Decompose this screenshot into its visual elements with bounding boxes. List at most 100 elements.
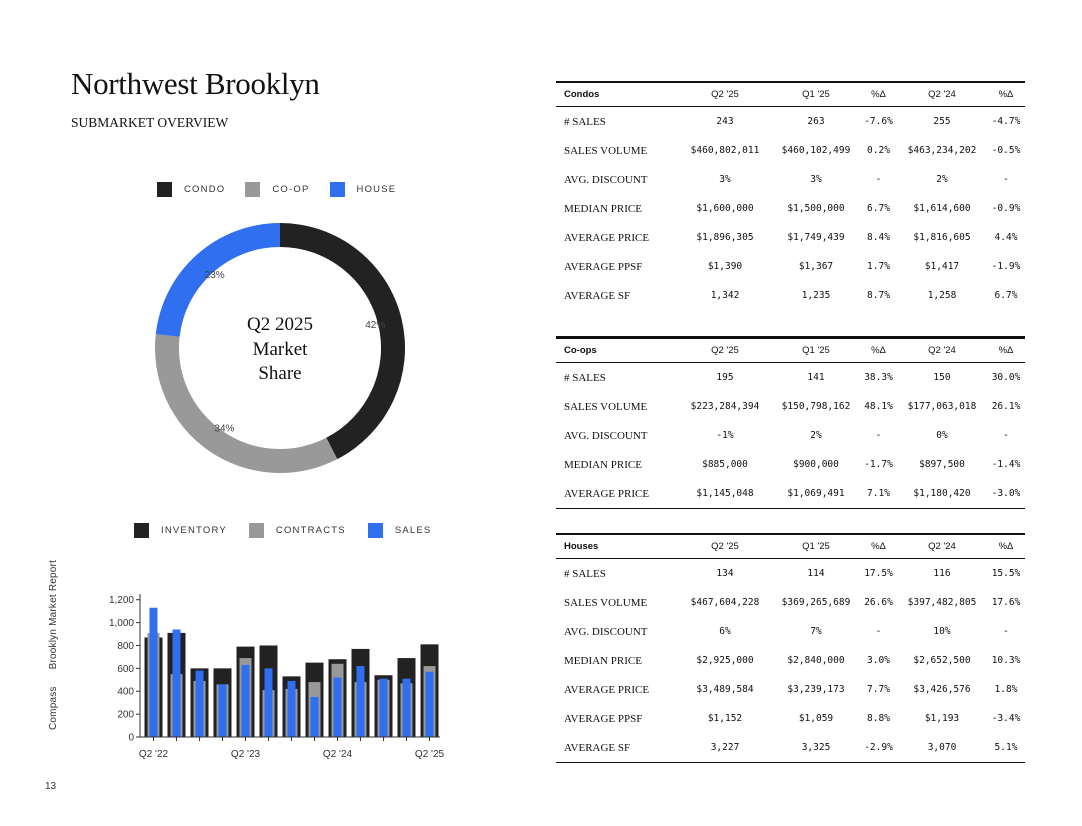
table-cell: $1,417 <box>924 261 960 272</box>
table-cell: 3% <box>810 174 822 185</box>
table-cell: 1,342 <box>710 290 740 301</box>
bar-sales <box>264 668 273 737</box>
bar-sales <box>241 664 250 737</box>
table-row: # SALES 195 141 38.3% 150 30.0% <box>556 363 1025 393</box>
table-cell: $460,802,011 <box>690 145 760 156</box>
table-cell: - <box>1003 430 1009 441</box>
row-label: AVERAGE PRICE <box>556 479 678 509</box>
table-cell: - <box>875 430 882 441</box>
table-cell: 2% <box>936 174 948 185</box>
donut-center-line-1: Q2 2025 <box>247 314 313 335</box>
column-header: Q2 '25 <box>678 533 772 559</box>
table-cell: $3,489,584 <box>696 684 754 695</box>
quarterly-bar-chart: 0 200 400 600 800 1,000 1,200 Q2 '22 Q2 '23 Q2 '… <box>109 594 445 760</box>
table-row: AVERAGE PRICE $1,896,305 $1,749,439 8.4% $1,… <box>556 223 1025 252</box>
table-cell: $397,482,805 <box>907 597 977 608</box>
row-label: # SALES <box>564 567 606 580</box>
legend-inventory: INVENTORY <box>134 523 227 538</box>
row-label: MEDIAN PRICE <box>564 654 642 667</box>
table-cell: 1,235 <box>801 290 831 301</box>
bar-sales <box>425 671 434 737</box>
table-cell: 141 <box>807 372 825 383</box>
y-tick-label: 0 <box>128 733 134 744</box>
column-header: Q2 '24 <box>897 81 987 107</box>
row-label: MEDIAN PRICE <box>564 202 642 215</box>
condo-swatch <box>157 182 172 197</box>
table-cell: $223,284,394 <box>690 401 760 412</box>
table-cell: -1.9% <box>991 261 1021 272</box>
table-cell: $460,102,499 <box>781 145 851 156</box>
legend-sales-label: SALES <box>394 525 432 536</box>
bar-sales <box>356 666 365 737</box>
row-label: SALES VOLUME <box>564 144 648 157</box>
table-cell: 195 <box>716 372 734 383</box>
table-cell: 8.4% <box>867 232 890 243</box>
row-label: AVERAGE SF <box>556 733 678 763</box>
table-cell: $1,390 <box>707 261 743 272</box>
table-cell: 1,258 <box>927 290 957 301</box>
column-header: %Δ <box>987 337 1025 363</box>
table-cell: $3,239,173 <box>787 684 845 695</box>
y-tick-label: 200 <box>117 710 134 721</box>
table-cell: - <box>875 174 882 185</box>
table-row: AVG. DISCOUNT 6% 7% - 10% - <box>556 617 1025 646</box>
donut-percent-label: 42% <box>365 320 385 331</box>
table-cell: 26.1% <box>991 401 1021 412</box>
legend-coop: CO-OP <box>245 182 309 197</box>
report-name: Brooklyn Market Report <box>48 559 59 670</box>
table-cell: 5.1% <box>987 733 1025 763</box>
side-report-label: Compass Brooklyn Market Report <box>48 546 59 730</box>
column-header: Q2 '25 <box>678 81 772 107</box>
table-cell: 0% <box>936 430 948 441</box>
table-row: AVERAGE SF 3,227 3,325 -2.9% 3,070 5.1% <box>556 733 1025 763</box>
table-cell: 15.5% <box>991 568 1021 579</box>
table-cell: $2,840,000 <box>787 655 845 666</box>
row-label: # SALES <box>564 371 606 384</box>
table-cell: $885,000 <box>702 459 748 470</box>
table-cell: -7.6% <box>864 116 893 127</box>
condos-table: Condos Q2 '25 Q1 '25 %Δ Q2 '24 %Δ # SALE… <box>556 81 1025 337</box>
legend-sales: SALES <box>367 523 432 538</box>
column-header: Q1 '25 <box>772 533 860 559</box>
table-cell: $1,193 <box>924 713 960 724</box>
donut-slice-condo <box>280 223 406 460</box>
table-header-row: Houses Q2 '25 Q1 '25 %Δ Q2 '24 %Δ <box>556 533 1025 559</box>
contracts-swatch <box>248 523 264 538</box>
donut-percent-label: 34% <box>214 424 234 435</box>
table-cell: -3.0% <box>987 479 1025 509</box>
y-tick-label: 1,000 <box>109 618 134 629</box>
column-header: %Δ <box>860 81 897 107</box>
table-row: SALES VOLUME $467,604,228 $369,265,689 26.6… <box>556 588 1025 617</box>
table-cell: $3,426,576 <box>913 684 971 695</box>
x-tick-label: Q2 '22 <box>139 749 169 760</box>
legend-house: HOUSE <box>329 182 397 197</box>
table-group-name: Co-ops <box>556 337 678 363</box>
table-cell: 10% <box>933 626 951 637</box>
table-row: AVERAGE PPSF $1,390 $1,367 1.7% $1,417 -1.9% <box>556 252 1025 281</box>
legend-contracts: CONTRACTS <box>248 523 346 538</box>
column-header: %Δ <box>987 81 1025 107</box>
bar-legend: INVENTORY CONTRACTS SALES <box>134 523 453 538</box>
table-cell: 2% <box>810 430 822 441</box>
table-row: AVERAGE SF 1,342 1,235 8.7% 1,258 6.7% <box>556 281 1025 310</box>
row-label: AVG. DISCOUNT <box>564 625 648 638</box>
table-row: AVG. DISCOUNT 3% 3% - 2% - <box>556 165 1025 194</box>
table-cell: -1.7% <box>864 459 893 470</box>
table-cell: 30.0% <box>991 372 1021 383</box>
table-cell: - <box>875 626 882 637</box>
table-cell: 8.7% <box>867 290 890 301</box>
table-row: AVERAGE PPSF $1,152 $1,059 8.8% $1,193 -3.4% <box>556 704 1025 733</box>
column-header: %Δ <box>860 337 897 363</box>
table-cell: 3,325 <box>772 733 860 763</box>
table-cell: 7.1% <box>860 479 897 509</box>
column-header: Q2 '24 <box>897 533 987 559</box>
donut-slice-house <box>155 223 280 337</box>
table-cell: 17.5% <box>864 568 893 579</box>
donut-slice-coop <box>154 334 338 474</box>
table-cell: 243 <box>716 116 734 127</box>
legend-inventory-label: INVENTORY <box>161 525 227 536</box>
legend-condo: CONDO <box>157 182 225 197</box>
table-cell: -0.9% <box>991 203 1021 214</box>
table-row: SALES VOLUME $223,284,394 $150,798,162 48.1… <box>556 392 1025 421</box>
y-tick-label: 400 <box>117 687 134 698</box>
